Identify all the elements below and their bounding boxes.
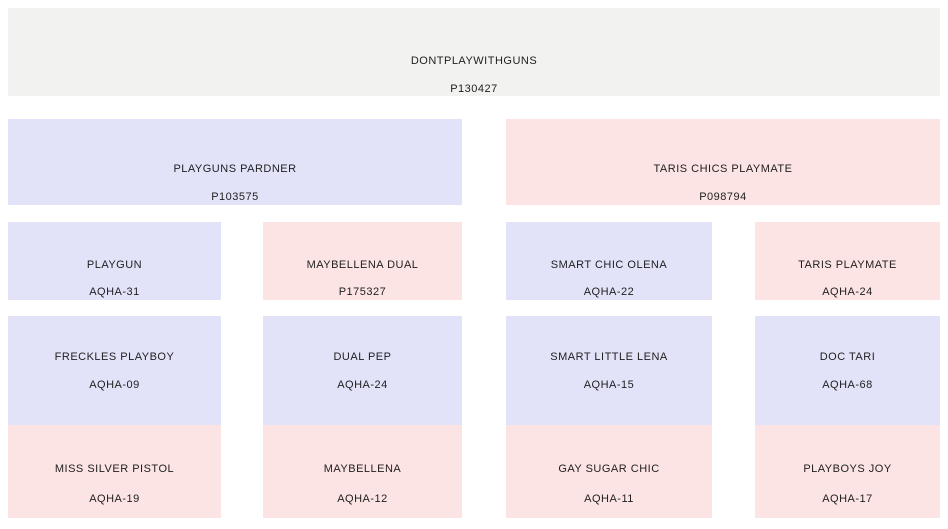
registration-number: P098794 [699,191,747,203]
pedigree-cell-ggdam-2[interactable]: MAYBELLENA AQHA-12 [263,425,462,518]
horse-name: DUAL PEP [333,351,392,363]
pedigree-cell-dam[interactable]: TARIS CHICS PLAYMATE P098794 [506,119,940,205]
horse-name: TARIS CHICS PLAYMATE [653,163,793,175]
registration-number: P175327 [338,286,387,298]
pedigree-cell-sires-dam[interactable]: MAYBELLENA DUAL P175327 [263,222,462,300]
pedigree-cell-ggdam-1[interactable]: MISS SILVER PISTOL AQHA-19 [8,425,221,518]
registration-number: AQHA-22 [583,286,635,298]
registration-number: P103575 [211,191,259,203]
registration-number: AQHA-09 [89,379,140,391]
pedigree-cell-ggsire-4[interactable]: DOC TARI AQHA-68 [755,316,940,425]
registration-number: AQHA-15 [583,379,635,391]
horse-name: MISS SILVER PISTOL [54,463,175,475]
horse-name: GAY SUGAR CHIC [558,463,660,475]
pedigree-cell-subject[interactable]: DONTPLAYWITHGUNS P130427 [8,8,940,96]
registration-number: AQHA-12 [337,493,388,505]
horse-name: PLAYGUN [86,259,143,271]
horse-name: MAYBELLENA DUAL [306,259,419,271]
pedigree-cell-ggsire-1[interactable]: FRECKLES PLAYBOY AQHA-09 [8,316,221,425]
horse-name: PLAYBOYS JOY [803,463,892,475]
pedigree-cell-dams-dam[interactable]: TARIS PLAYMATE AQHA-24 [755,222,940,300]
registration-number: AQHA-19 [89,493,140,505]
pedigree-cell-sire[interactable]: PLAYGUNS PARDNER P103575 [8,119,462,205]
registration-number: AQHA-17 [822,493,873,505]
registration-number: AQHA-24 [822,286,873,298]
registration-number: AQHA-31 [89,286,140,298]
pedigree-cell-ggdam-4[interactable]: PLAYBOYS JOY AQHA-17 [755,425,940,518]
registration-number: AQHA-68 [822,379,873,391]
pedigree-cell-ggsire-2[interactable]: DUAL PEP AQHA-24 [263,316,462,425]
pedigree-cell-dams-sire[interactable]: SMART CHIC OLENA AQHA-22 [506,222,712,300]
horse-name: MAYBELLENA [323,463,402,475]
pedigree-cell-sires-sire[interactable]: PLAYGUN AQHA-31 [8,222,221,300]
horse-name: TARIS PLAYMATE [798,259,897,271]
pedigree-cell-ggsire-3[interactable]: SMART LITTLE LENA AQHA-15 [506,316,712,425]
registration-number: AQHA-24 [337,379,388,391]
horse-name: PLAYGUNS PARDNER [173,163,297,175]
horse-name: DONTPLAYWITHGUNS [410,55,538,67]
horse-name: DOC TARI [819,351,876,363]
registration-number: AQHA-11 [584,493,634,505]
horse-name: SMART LITTLE LENA [550,351,668,363]
horse-name: FRECKLES PLAYBOY [54,351,175,363]
horse-name: SMART CHIC OLENA [550,259,668,271]
registration-number: P130427 [450,83,498,95]
pedigree-cell-ggdam-3[interactable]: GAY SUGAR CHIC AQHA-11 [506,425,712,518]
